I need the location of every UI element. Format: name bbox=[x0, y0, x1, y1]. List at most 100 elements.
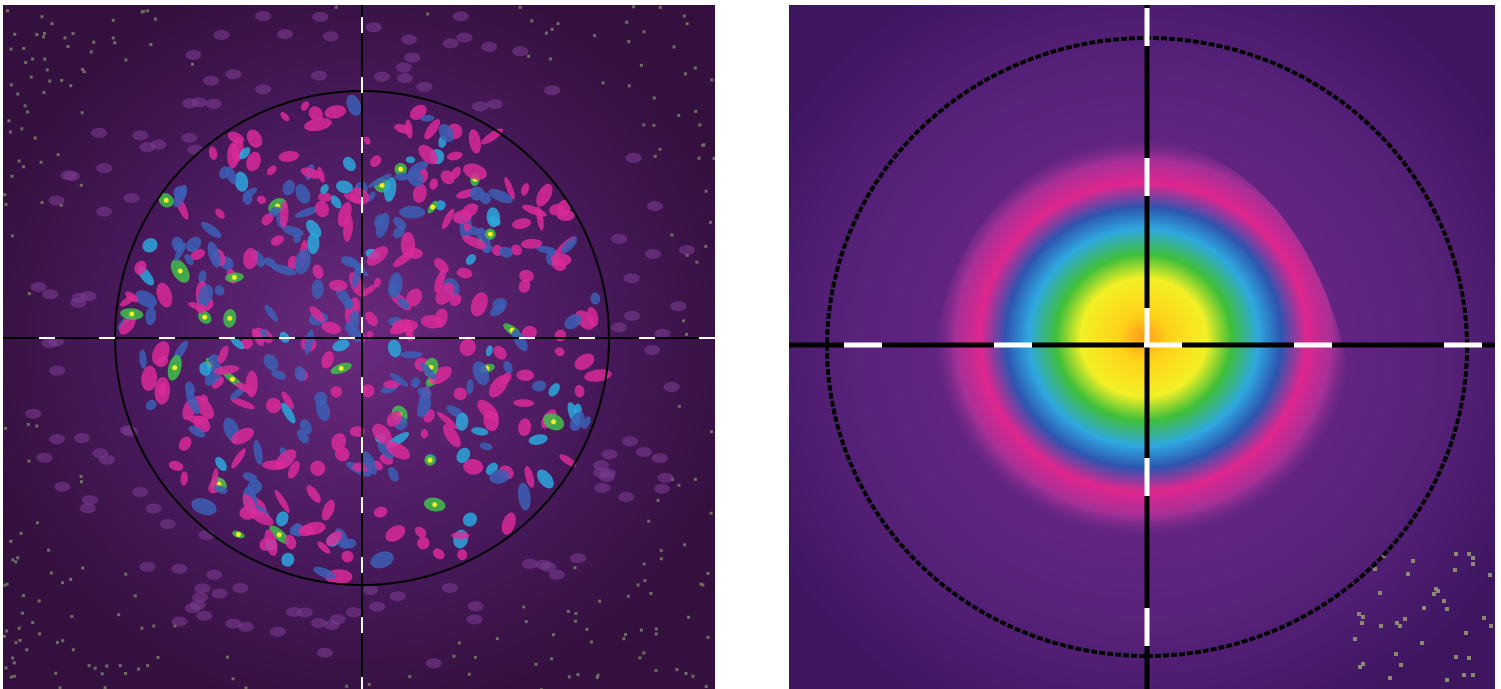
speckle-core bbox=[339, 366, 344, 371]
noise-pixel bbox=[1445, 678, 1449, 682]
noise-pixel bbox=[660, 557, 663, 560]
faint-speckle bbox=[312, 12, 328, 22]
noise-pixel bbox=[152, 625, 155, 628]
faint-speckle bbox=[522, 559, 538, 569]
noise-pixel bbox=[709, 221, 712, 224]
noise-pixel bbox=[72, 32, 75, 35]
faint-speckle bbox=[644, 345, 660, 355]
faint-speckle bbox=[443, 38, 459, 48]
faint-speckle bbox=[468, 601, 484, 611]
noise-pixel bbox=[627, 40, 630, 43]
noise-pixel bbox=[670, 233, 673, 236]
noise-pixel bbox=[525, 620, 528, 623]
noise-pixel bbox=[38, 632, 41, 635]
noise-pixel bbox=[545, 32, 548, 35]
faint-speckle bbox=[456, 33, 472, 43]
noise-pixel bbox=[468, 673, 471, 676]
noise-pixel bbox=[593, 34, 596, 37]
noise-pixel bbox=[124, 672, 127, 675]
noise-pixel bbox=[1454, 552, 1458, 556]
noise-pixel bbox=[1406, 572, 1410, 576]
faint-speckle bbox=[670, 301, 686, 311]
noise-pixel bbox=[685, 333, 688, 336]
noise-pixel bbox=[146, 664, 149, 667]
faint-speckle bbox=[213, 30, 229, 40]
faint-speckle bbox=[96, 207, 112, 217]
noise-pixel bbox=[18, 627, 21, 630]
faint-speckle bbox=[255, 11, 271, 21]
noise-pixel bbox=[1399, 663, 1403, 667]
faint-speckle bbox=[91, 128, 107, 138]
faint-speckle bbox=[277, 29, 293, 39]
noise-pixel bbox=[694, 66, 697, 69]
faint-speckle bbox=[49, 196, 65, 206]
noise-pixel bbox=[10, 48, 13, 51]
noise-pixel bbox=[640, 629, 643, 632]
faint-speckle bbox=[196, 611, 212, 621]
noise-pixel bbox=[6, 9, 9, 12]
noise-pixel bbox=[659, 148, 662, 151]
noise-pixel bbox=[1467, 656, 1471, 660]
faint-speckle bbox=[540, 562, 556, 572]
noise-pixel bbox=[48, 80, 51, 83]
noise-pixel bbox=[597, 674, 600, 677]
noise-pixel bbox=[26, 110, 29, 113]
noise-pixel bbox=[24, 104, 27, 107]
right-panel bbox=[789, 5, 1495, 689]
noise-pixel bbox=[598, 600, 601, 603]
faint-speckle bbox=[366, 22, 382, 32]
noise-pixel bbox=[642, 123, 645, 126]
noise-pixel bbox=[1395, 621, 1399, 625]
noise-pixel bbox=[36, 521, 39, 524]
noise-pixel bbox=[10, 83, 13, 86]
noise-pixel bbox=[474, 656, 477, 659]
noise-pixel bbox=[41, 201, 44, 204]
noise-pixel bbox=[80, 475, 83, 478]
noise-pixel bbox=[38, 599, 41, 602]
faint-speckle bbox=[664, 382, 680, 392]
noise-pixel bbox=[22, 47, 25, 50]
noise-pixel bbox=[574, 566, 577, 569]
noise-pixel bbox=[659, 6, 662, 9]
noise-pixel bbox=[1471, 562, 1475, 566]
speckle-core bbox=[277, 532, 282, 537]
noise-pixel bbox=[54, 672, 57, 675]
noise-pixel bbox=[46, 68, 49, 71]
faint-speckle bbox=[647, 201, 663, 211]
noise-pixel bbox=[5, 203, 8, 206]
faint-speckle bbox=[652, 453, 668, 463]
noise-pixel bbox=[655, 632, 658, 635]
noise-pixel bbox=[590, 641, 593, 644]
noise-pixel bbox=[1411, 559, 1415, 563]
noise-pixel bbox=[1357, 612, 1361, 616]
faint-speckle bbox=[401, 35, 417, 45]
noise-pixel bbox=[654, 155, 657, 158]
faint-speckle bbox=[654, 484, 670, 494]
noise-pixel bbox=[7, 119, 10, 122]
noise-pixel bbox=[16, 93, 19, 96]
noise-pixel bbox=[585, 628, 588, 631]
noise-pixel bbox=[683, 543, 686, 546]
noise-pixel bbox=[684, 72, 687, 75]
noise-pixel bbox=[1454, 655, 1458, 659]
speckle-core bbox=[488, 232, 493, 237]
noise-pixel bbox=[154, 18, 157, 21]
faint-speckle bbox=[96, 163, 112, 173]
faint-speckle bbox=[442, 583, 458, 593]
noise-pixel bbox=[685, 672, 688, 675]
faint-speckle bbox=[54, 482, 70, 492]
noise-pixel bbox=[72, 648, 75, 651]
speckle-core bbox=[202, 315, 207, 320]
noise-pixel bbox=[101, 672, 104, 675]
noise-pixel bbox=[695, 261, 698, 264]
noise-pixel bbox=[704, 245, 707, 248]
speckle bbox=[399, 206, 425, 219]
faint-speckle bbox=[31, 282, 47, 292]
faint-speckle bbox=[611, 234, 627, 244]
faint-speckle bbox=[624, 273, 640, 283]
faint-speckle bbox=[396, 63, 412, 73]
noise-pixel bbox=[686, 22, 689, 25]
faint-speckle bbox=[80, 503, 96, 513]
noise-pixel bbox=[9, 130, 12, 133]
faint-speckle bbox=[185, 50, 201, 60]
